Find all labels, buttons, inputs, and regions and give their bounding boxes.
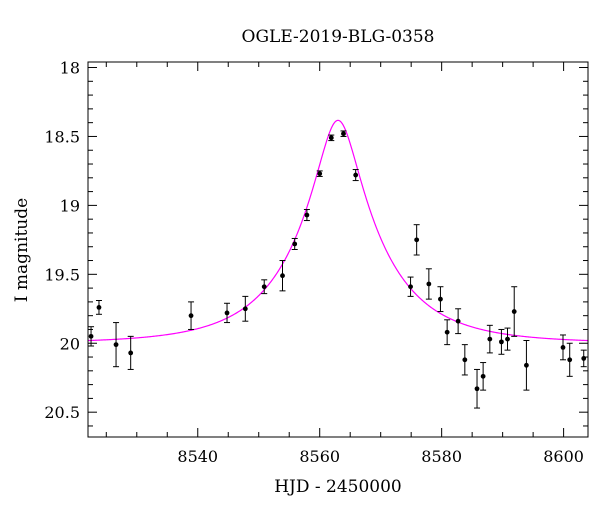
- x-tick-label: 8580: [421, 447, 462, 466]
- data-point: [437, 286, 444, 313]
- chart-title: OGLE-2019-BLG-0358: [242, 27, 435, 47]
- data-marker: [317, 171, 323, 177]
- data-marker: [455, 318, 461, 324]
- data-point: [291, 237, 298, 250]
- data-marker: [96, 305, 102, 310]
- y-tick-label: 20: [60, 334, 80, 353]
- data-point: [407, 276, 414, 297]
- data-point: [498, 328, 505, 355]
- data-point: [188, 301, 195, 330]
- data-point: [413, 224, 420, 256]
- data-point: [279, 260, 286, 292]
- y-tick-label: 19.5: [44, 265, 80, 284]
- data-point: [474, 368, 481, 409]
- data-marker: [261, 284, 267, 290]
- data-marker: [567, 357, 573, 363]
- model-curve: [88, 119, 588, 342]
- data-marker: [304, 212, 310, 218]
- data-marker: [524, 362, 529, 368]
- data-point: [316, 170, 323, 177]
- data-marker: [353, 172, 359, 178]
- data-marker: [280, 273, 285, 279]
- data-marker: [505, 336, 510, 342]
- data-marker: [487, 336, 493, 342]
- data-marker: [480, 373, 486, 379]
- data-point: [95, 300, 102, 315]
- data-marker: [188, 313, 194, 319]
- data-marker: [414, 237, 420, 243]
- x-tick-label: 8560: [299, 447, 340, 466]
- data-marker: [128, 350, 134, 356]
- data-marker: [560, 344, 566, 350]
- data-marker: [511, 309, 517, 314]
- data-marker: [292, 241, 298, 247]
- data-point: [425, 268, 432, 300]
- data-point: [580, 349, 587, 368]
- data-marker: [426, 281, 432, 287]
- model-layer: [88, 119, 588, 342]
- data-marker: [224, 310, 230, 316]
- y-tick-label: 19: [60, 196, 80, 215]
- data-point: [486, 324, 493, 354]
- x-tick-label: 8600: [543, 447, 584, 466]
- data-point: [261, 279, 268, 295]
- plot-frame: [87, 61, 589, 438]
- data-point: [480, 362, 487, 391]
- data-point: [504, 327, 511, 351]
- y-tick-label: 20.5: [44, 403, 80, 422]
- data-point: [444, 319, 451, 346]
- data-marker: [438, 296, 443, 302]
- data-marker: [88, 333, 94, 339]
- data-point: [461, 344, 468, 376]
- data-point: [242, 295, 249, 322]
- data-point: [560, 334, 566, 361]
- data-point: [303, 209, 310, 222]
- ticks-layer: 8540 8560 8580 8600 18 18.5 19 19.5 20 20.5: [44, 59, 588, 466]
- data-marker: [444, 329, 450, 335]
- data-marker: [242, 306, 248, 312]
- data-point: [340, 130, 347, 137]
- data-point: [352, 169, 359, 182]
- data-marker: [408, 284, 413, 290]
- data-marker: [462, 357, 468, 363]
- data-point: [566, 342, 573, 377]
- y-tick-label: 18: [60, 59, 80, 78]
- data-point: [328, 134, 335, 142]
- data-point: [523, 339, 530, 391]
- y-axis-label: I magnitude: [12, 198, 32, 302]
- data-marker: [499, 339, 504, 345]
- data-point: [511, 286, 518, 337]
- x-tick-label: 8540: [177, 447, 218, 466]
- x-axis-label: HJD - 2450000: [274, 477, 402, 497]
- data-marker: [113, 342, 119, 348]
- data-marker: [341, 131, 346, 137]
- data-point: [224, 302, 231, 324]
- y-tick-label: 18.5: [44, 127, 80, 146]
- data-point: [127, 335, 134, 370]
- data-point: [455, 308, 462, 335]
- points-layer: [88, 130, 587, 409]
- data-point: [113, 322, 120, 368]
- data-marker: [474, 386, 480, 392]
- data-marker: [328, 135, 334, 141]
